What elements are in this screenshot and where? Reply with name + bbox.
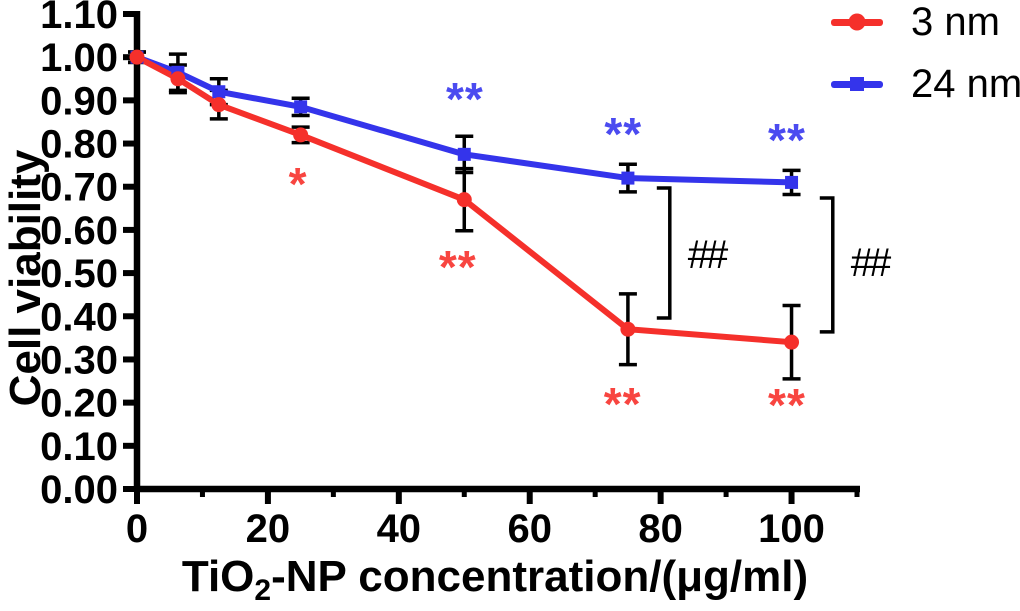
y-tick-label: 0.30 [40, 338, 118, 382]
legend-item-24nm: 24 nm [831, 62, 1020, 106]
x-tick-label: 20 [246, 507, 291, 551]
y-tick-label: 0.20 [40, 382, 118, 426]
data-point-24-nm [212, 85, 226, 99]
data-point-24-nm [785, 175, 799, 189]
x-axis-title-pre: TiO [181, 552, 255, 601]
significance-star: ** [446, 73, 484, 125]
significance-bracket [656, 186, 672, 320]
x-axis-title-post: -NP concentration/(μg/ml) [271, 552, 809, 601]
significance-star: ** [604, 108, 642, 160]
y-tick-label: 0.80 [40, 123, 118, 167]
y-tick-label: 0.70 [40, 166, 118, 210]
bracket-label: ## [688, 233, 729, 277]
data-point-24-nm [294, 100, 308, 114]
x-axis-title-subscript: 2 [254, 574, 272, 607]
significance-star: ** [439, 241, 477, 293]
y-tick-label: 1.00 [40, 36, 118, 80]
bracket-label: ## [851, 241, 892, 285]
data-point-3-nm [620, 321, 636, 337]
legend-label: 24 nm [911, 61, 1020, 106]
significance-star: * [289, 158, 308, 210]
x-tick-label: 80 [638, 507, 683, 551]
legend-item-3nm: 3 nm [831, 0, 1020, 44]
y-axis-title: Cell viability [1, 149, 50, 407]
y-tick-label: 0.10 [40, 425, 118, 469]
square-marker-icon [850, 77, 864, 91]
x-axis-title: TiO2-NP concentration/(μg/ml) [0, 552, 990, 608]
data-point-3-nm [456, 192, 472, 208]
circle-marker-icon [848, 13, 866, 31]
legend-label: 3 nm [911, 0, 1000, 44]
significance-star: ** [768, 114, 806, 166]
data-point-3-nm [129, 49, 145, 65]
significance-star: ** [768, 379, 806, 431]
x-tick-label: 40 [377, 507, 422, 551]
x-tick-label: 60 [507, 507, 552, 551]
legend-line-sample-blue [831, 77, 883, 91]
y-tick-label: 0.00 [40, 468, 118, 512]
legend: 3 nm 24 nm [831, 0, 1020, 106]
data-point-24-nm [621, 171, 635, 185]
significance-star: ** [604, 378, 642, 430]
x-tick-label: 100 [758, 507, 825, 551]
y-tick-label: 0.90 [40, 79, 118, 123]
y-tick-label: 0.40 [40, 295, 118, 339]
legend-line-sample-red [831, 13, 883, 31]
significance-bracket [819, 196, 835, 334]
x-tick-label: 0 [126, 507, 148, 551]
data-point-3-nm [293, 127, 309, 143]
data-point-24-nm [457, 147, 471, 161]
y-tick-label: 0.60 [40, 209, 118, 253]
data-point-3-nm [170, 71, 186, 87]
data-point-3-nm [211, 97, 227, 113]
data-point-3-nm [784, 334, 800, 350]
y-tick-label: 1.10 [40, 0, 118, 37]
y-tick-label: 0.50 [40, 252, 118, 296]
